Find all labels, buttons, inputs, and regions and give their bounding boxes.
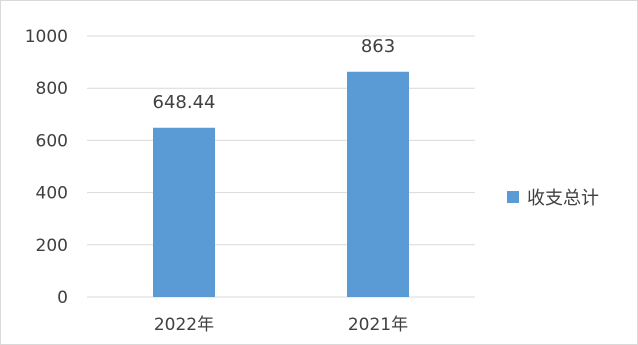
x-tick-label: 2021年 (348, 315, 408, 335)
legend: 收支总计 (507, 184, 599, 210)
data-label: 648.44 (153, 92, 216, 113)
bar (347, 71, 409, 297)
data-label: 863 (361, 36, 395, 57)
y-tick-label: 0 (57, 288, 68, 308)
y-tick-label: 400 (36, 184, 68, 204)
y-tick-label: 200 (36, 236, 68, 256)
legend-label: 收支总计 (527, 188, 599, 209)
x-tick-label: 2022年 (154, 315, 214, 335)
y-tick-label: 800 (36, 79, 68, 99)
y-tick-label: 600 (36, 131, 68, 151)
legend-swatch (507, 191, 519, 203)
y-tick-label: 1000 (25, 27, 68, 47)
bar (153, 127, 215, 297)
